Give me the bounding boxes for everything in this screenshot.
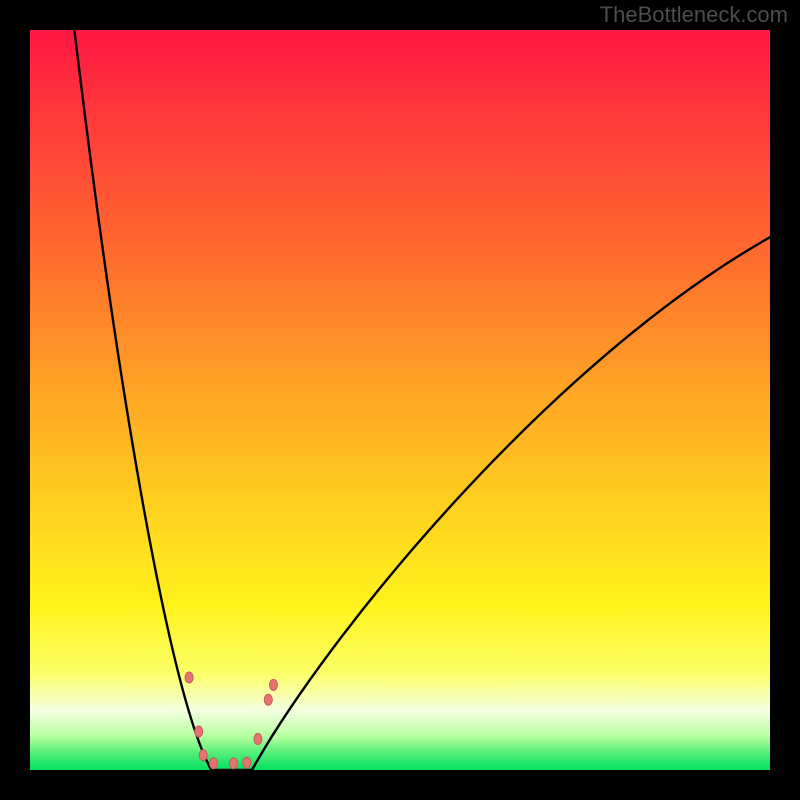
- watermark-text: TheBottleneck.com: [600, 2, 788, 28]
- data-marker: [210, 758, 218, 769]
- plot-area: [30, 30, 770, 770]
- data-marker: [185, 672, 193, 683]
- outer-frame: TheBottleneck.com: [0, 0, 800, 800]
- data-marker: [230, 758, 238, 769]
- data-marker: [243, 757, 251, 768]
- data-marker: [269, 679, 277, 690]
- data-marker: [199, 750, 207, 761]
- gradient-background: [30, 30, 770, 770]
- data-marker: [195, 726, 203, 737]
- data-marker: [254, 733, 262, 744]
- data-marker: [264, 694, 272, 705]
- plot-svg: [30, 30, 770, 770]
